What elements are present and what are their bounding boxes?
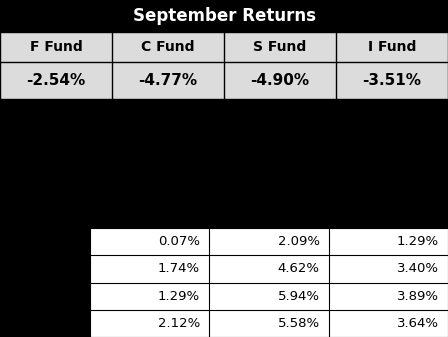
Text: Expected Returns: Expected Returns	[148, 122, 300, 136]
Bar	[0, 32, 448, 62]
Text: 3.89%: 3.89%	[397, 289, 439, 303]
Text: 3.64%: 3.64%	[397, 317, 439, 330]
Text: 5.94%: 5.94%	[278, 289, 319, 303]
Text: S Fund: S Fund	[254, 40, 306, 54]
Text: -4.77%: -4.77%	[138, 73, 198, 88]
Bar	[0, 62, 448, 99]
Text: 1.29%: 1.29%	[158, 289, 200, 303]
Text: 0.07%: 0.07%	[158, 235, 200, 248]
Text: 2.12%: 2.12%	[158, 317, 200, 330]
Text: C Fund: C Fund	[141, 40, 195, 54]
Text: Average
Monthly
Return: Average Monthly Return	[121, 159, 178, 203]
Text: C: C	[40, 262, 50, 276]
Text: 1.74%: 1.74%	[158, 263, 200, 275]
Bar	[90, 228, 448, 337]
Text: 4.62%: 4.62%	[278, 263, 319, 275]
Text: Fund: Fund	[26, 208, 63, 221]
Text: Sortino
Standard
Deviation: Sortino Standard Deviation	[355, 159, 422, 203]
Text: Standard
Deviation: Standard Deviation	[235, 167, 302, 195]
Text: 5.58%: 5.58%	[277, 317, 319, 330]
Text: -3.51%: -3.51%	[362, 73, 422, 88]
Text: 2.09%: 2.09%	[278, 235, 319, 248]
Text: -2.54%: -2.54%	[26, 73, 86, 88]
Text: -4.90%: -4.90%	[250, 73, 310, 88]
Text: F: F	[41, 235, 49, 249]
Text: 1.29%: 1.29%	[397, 235, 439, 248]
Text: I Fund: I Fund	[368, 40, 416, 54]
Text: I: I	[43, 316, 47, 330]
Text: F Fund: F Fund	[30, 40, 82, 54]
Text: September Returns: September Returns	[133, 7, 315, 25]
Text: 3.40%: 3.40%	[397, 263, 439, 275]
Text: S: S	[40, 289, 49, 303]
